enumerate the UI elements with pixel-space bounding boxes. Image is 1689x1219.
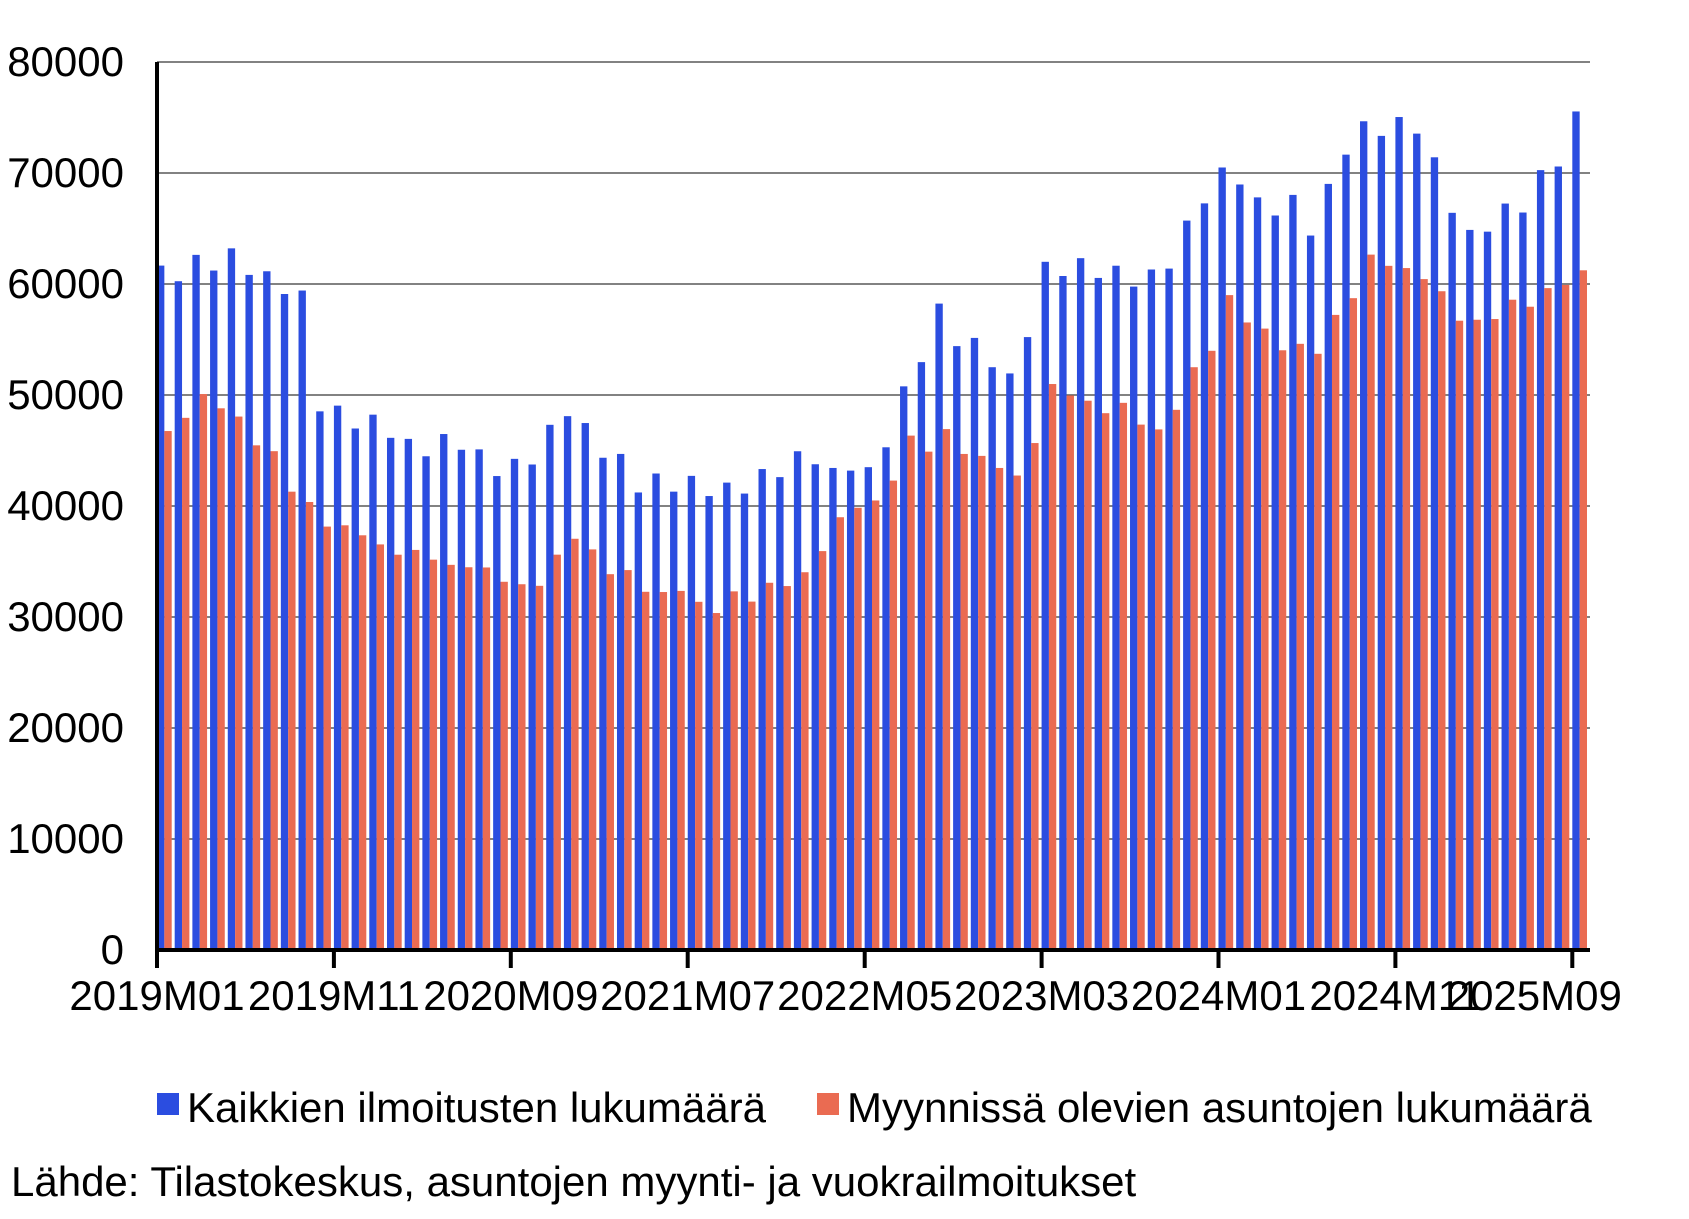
svg-text:2020M09: 2020M09 bbox=[423, 972, 598, 1019]
svg-text:2023M03: 2023M03 bbox=[954, 972, 1129, 1019]
svg-text:30000: 30000 bbox=[7, 593, 124, 640]
svg-text:2019M11: 2019M11 bbox=[248, 972, 420, 1019]
svg-text:2021M07: 2021M07 bbox=[600, 972, 775, 1019]
svg-text:2022M05: 2022M05 bbox=[777, 972, 952, 1019]
svg-text:2025M09: 2025M09 bbox=[1447, 972, 1622, 1019]
svg-text:2019M01: 2019M01 bbox=[69, 972, 244, 1019]
svg-text:50000: 50000 bbox=[7, 371, 124, 418]
svg-text:60000: 60000 bbox=[7, 260, 124, 307]
svg-text:10000: 10000 bbox=[7, 815, 124, 862]
svg-text:70000: 70000 bbox=[7, 149, 124, 196]
svg-text:20000: 20000 bbox=[7, 704, 124, 751]
svg-text:40000: 40000 bbox=[7, 482, 124, 529]
svg-text:80000: 80000 bbox=[7, 38, 124, 85]
svg-text:2024M01: 2024M01 bbox=[1131, 972, 1306, 1019]
svg-text:0: 0 bbox=[101, 926, 124, 973]
